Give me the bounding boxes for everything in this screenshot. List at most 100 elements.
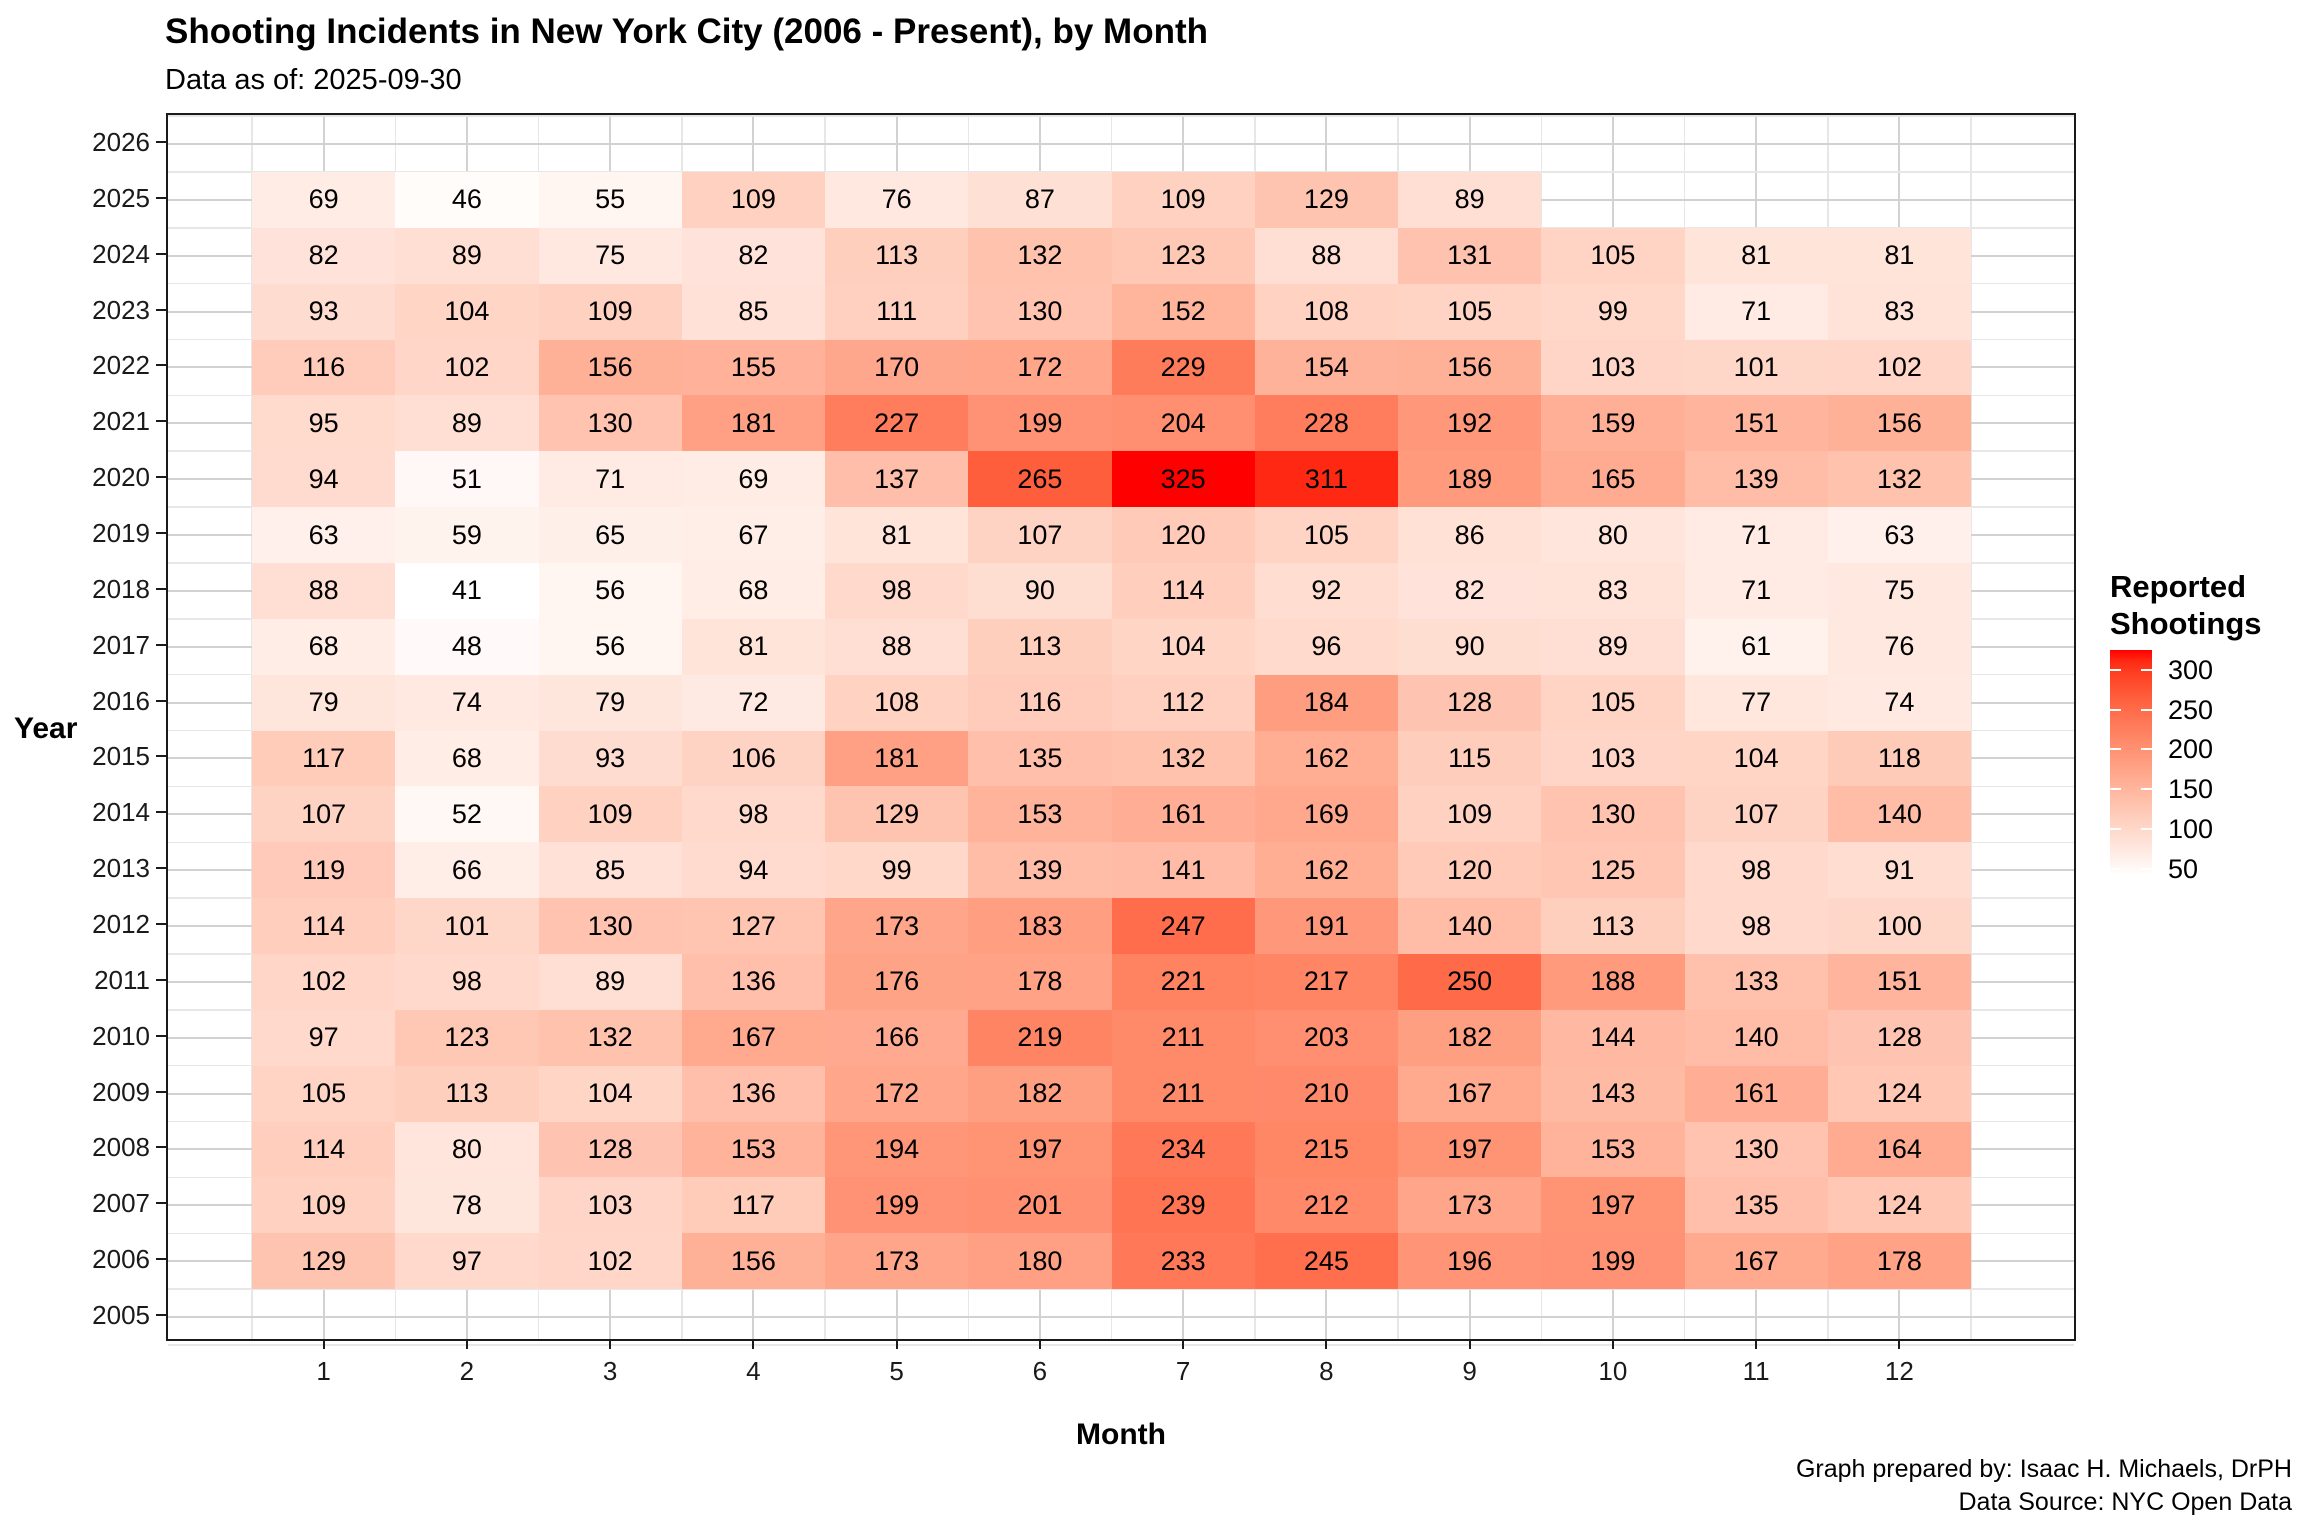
y-axis-tickmark xyxy=(156,196,166,199)
heatmap-cell: 199 xyxy=(968,395,1112,452)
heatmap-cell: 81 xyxy=(1684,227,1828,284)
heatmap-cell: 161 xyxy=(1684,1065,1828,1122)
heatmap-cell: 199 xyxy=(1541,1233,1685,1290)
heatmap-cell: 48 xyxy=(395,618,539,675)
heatmap-cell: 94 xyxy=(681,842,825,899)
y-axis-tickmark xyxy=(156,1034,166,1037)
heatmap-cell: 173 xyxy=(825,898,969,954)
heatmap-cell: 311 xyxy=(1254,451,1398,508)
heatmap-cell: 181 xyxy=(825,730,969,787)
heatmap-cell: 117 xyxy=(681,1177,825,1234)
legend-tickmark-left xyxy=(2110,668,2121,671)
heatmap-cell: 88 xyxy=(1254,227,1398,284)
heatmap-cell: 68 xyxy=(252,618,396,675)
y-axis-tickmark xyxy=(156,532,166,535)
heatmap-cell: 123 xyxy=(1111,227,1255,284)
heatmap-cell: 111 xyxy=(825,283,969,340)
heatmap-cell: 124 xyxy=(1827,1065,1971,1122)
heatmap-cell: 184 xyxy=(1254,674,1398,731)
heatmap-cell: 136 xyxy=(681,1065,825,1122)
heatmap-cell: 155 xyxy=(681,339,825,396)
y-axis-tickmark xyxy=(156,811,166,814)
heatmap-cell: 151 xyxy=(1684,395,1828,452)
heatmap-cell: 217 xyxy=(1254,953,1398,1010)
x-axis-tickmark xyxy=(895,1339,898,1349)
x-axis-tick-label: 5 xyxy=(889,1356,904,1386)
x-axis-tickmark xyxy=(609,1339,612,1349)
x-axis-tick-label: 4 xyxy=(746,1356,761,1386)
x-axis-tickmark xyxy=(1325,1339,1328,1349)
y-axis-tick-label: 2006 xyxy=(92,1244,150,1275)
heatmap-cell: 95 xyxy=(252,395,396,452)
heatmap-cell: 96 xyxy=(1254,618,1398,675)
x-axis-tick-label: 9 xyxy=(1462,1356,1477,1386)
heatmap-cell: 191 xyxy=(1254,898,1398,954)
heatmap-cell: 176 xyxy=(825,953,969,1010)
heatmap-cell: 71 xyxy=(1684,283,1828,340)
legend-tick-label: 50 xyxy=(2168,853,2199,884)
heatmap-cell: 123 xyxy=(395,1009,539,1066)
x-axis-tick-label: 6 xyxy=(1032,1356,1048,1386)
legend-tickmark-left xyxy=(2110,828,2121,831)
heatmap-cell: 91 xyxy=(1827,842,1971,899)
heatmap-cell: 102 xyxy=(252,953,396,1010)
heatmap-cell: 100 xyxy=(1827,898,1971,954)
heatmap-cell: 66 xyxy=(395,842,539,899)
heatmap-cell: 109 xyxy=(252,1177,396,1234)
legend-tickmark-right xyxy=(2141,708,2152,711)
heatmap-cell: 129 xyxy=(252,1233,396,1290)
heatmap-cell: 98 xyxy=(1684,898,1828,954)
heatmap-cell: 94 xyxy=(252,451,396,508)
heatmap-cell: 141 xyxy=(1111,842,1255,899)
heatmap-cell: 140 xyxy=(1827,786,1971,843)
heatmap-cell: 52 xyxy=(395,786,539,843)
heatmap-cell: 129 xyxy=(825,786,969,843)
y-axis-tick-label: 2020 xyxy=(92,462,150,493)
heatmap-cell: 219 xyxy=(968,1009,1112,1066)
heatmap-cell: 107 xyxy=(252,786,396,843)
chart-caption: Graph prepared by: Isaac H. Michaels, Dr… xyxy=(1796,1453,2292,1519)
heatmap-cell: 99 xyxy=(1541,283,1685,340)
heatmap-cell: 104 xyxy=(395,283,539,340)
y-axis-tick-label: 2017 xyxy=(92,629,150,660)
legend-title: Reported Shootings xyxy=(2110,568,2262,642)
y-axis-tick-label: 2012 xyxy=(92,909,150,940)
y-axis-tick-label: 2024 xyxy=(92,238,150,269)
heatmap-cell: 109 xyxy=(1398,786,1542,843)
heatmap-cell: 113 xyxy=(968,618,1112,675)
legend-title-line2: Shootings xyxy=(2110,606,2262,641)
heatmap-cell: 89 xyxy=(395,395,539,452)
heatmap-cell: 89 xyxy=(395,227,539,284)
heatmap-cell: 107 xyxy=(968,507,1112,563)
heatmap-cell: 139 xyxy=(1684,451,1828,508)
y-axis-tick-label: 2008 xyxy=(92,1132,150,1163)
heatmap-cell: 169 xyxy=(1254,786,1398,843)
heatmap-cell: 109 xyxy=(681,171,825,228)
heatmap-cell: 98 xyxy=(395,953,539,1010)
heatmap-cell: 132 xyxy=(538,1009,682,1066)
heatmap-cell: 199 xyxy=(825,1177,969,1234)
heatmap-cell: 71 xyxy=(1684,562,1828,619)
gridline-minor-horizontal xyxy=(168,1288,2074,1290)
heatmap-cell: 105 xyxy=(252,1065,396,1122)
x-axis-tick-label: 1 xyxy=(316,1356,331,1386)
heatmap-cell: 56 xyxy=(538,618,682,675)
y-axis-tick-label: 2023 xyxy=(92,294,150,325)
heatmap-cell: 182 xyxy=(968,1065,1112,1122)
heatmap-cell: 129 xyxy=(1254,171,1398,228)
heatmap-cell: 113 xyxy=(1541,898,1685,954)
legend-tick-label: 200 xyxy=(2168,734,2214,765)
heatmap-cell: 88 xyxy=(252,562,396,619)
y-axis-tick-label: 2015 xyxy=(92,741,150,772)
heatmap-cell: 79 xyxy=(252,674,396,731)
heatmap-cell: 75 xyxy=(538,227,682,284)
heatmap-cell: 79 xyxy=(538,674,682,731)
legend-tick-label: 150 xyxy=(2168,774,2214,805)
y-axis-tickmark xyxy=(156,755,166,758)
heatmap-cell: 135 xyxy=(968,730,1112,787)
heatmap-cell: 114 xyxy=(1111,562,1255,619)
heatmap-cell: 98 xyxy=(825,562,969,619)
heatmap-cell: 102 xyxy=(1827,339,1971,396)
heatmap-cell: 85 xyxy=(538,842,682,899)
heatmap-cell: 113 xyxy=(825,227,969,284)
